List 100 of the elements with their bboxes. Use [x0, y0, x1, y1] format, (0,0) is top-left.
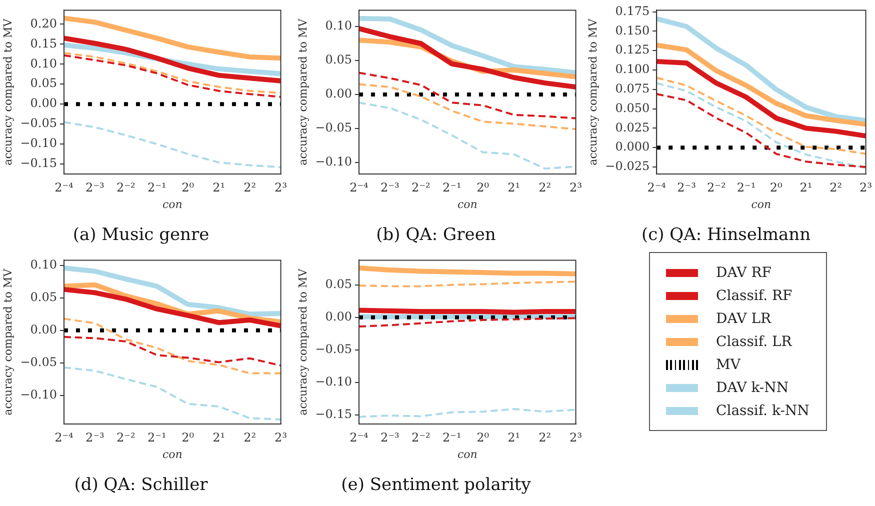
x-tick-label: 2⁰: [476, 180, 490, 194]
y-tick-label: −0.05: [20, 116, 57, 130]
y-tick-label: 0.20: [30, 16, 57, 30]
x-tick-label: 2⁻²: [116, 430, 136, 444]
line-series: [358, 408, 577, 418]
y-tick-label: 0.175: [615, 4, 650, 18]
y-tick-label: −0.15: [315, 407, 352, 422]
x-tick-label: 2³: [570, 430, 582, 444]
y-tick-label: 0.00: [30, 96, 57, 110]
x-tick-label: 2¹: [508, 430, 520, 444]
x-tick-label: 2⁰: [476, 430, 490, 444]
x-tick-label: 2²: [830, 180, 842, 194]
text: (a) Music genre: [72, 225, 210, 246]
line-series: [62, 121, 282, 168]
text: (c) QA: Hinselmann: [641, 225, 811, 246]
line-series: [358, 72, 577, 120]
x-tick-label: 2⁻³: [677, 180, 696, 194]
y-tick-label: 0.05: [30, 76, 57, 90]
x-tick-label: 2⁻¹: [148, 180, 166, 194]
x-tick-label: 2⁻⁴: [350, 430, 369, 444]
y-axis-title: accuracy compared to MV: [1, 268, 14, 416]
x-tick-label: 2⁻¹: [442, 180, 462, 194]
text: (d) QA: Schiller: [74, 475, 209, 496]
x-tick-label: 2²: [244, 430, 256, 444]
y-tick-label: 0.10: [325, 18, 352, 33]
y-tick-label: 0.00: [30, 322, 57, 337]
y-tick-label: 0.05: [30, 290, 57, 304]
y-tick-label: 0.00: [325, 310, 352, 324]
y-tick-label: −0.05: [20, 355, 57, 370]
x-tick-label: 2²: [538, 180, 552, 194]
legend-label: MV: [716, 356, 740, 372]
text: (e) Sentiment polarity: [341, 475, 532, 496]
line-series: [358, 83, 577, 130]
y-tick-label: 0.100: [615, 62, 650, 76]
x-tick-label: 2⁻²: [116, 180, 136, 194]
y-tick-label: −0.05: [315, 342, 352, 356]
y-tick-label: 0.10: [30, 56, 57, 70]
y-tick-label: 0.050: [615, 100, 650, 115]
x-tick-label: 2³: [860, 180, 872, 194]
x-tick-label: 2⁻⁴: [54, 430, 74, 444]
y-axis-title: accuracy compared to MV: [586, 18, 600, 166]
y-tick-label: 0.000: [615, 140, 650, 154]
legend-label: DAV LR: [716, 310, 772, 326]
legend-label: Classif. LR: [716, 334, 792, 350]
y-tick-label: −0.10: [20, 388, 57, 402]
line-series: [358, 317, 577, 328]
y-tick-label: −0.15: [20, 156, 57, 170]
y-tick-label: −0.025: [605, 159, 650, 174]
x-axis-title: con: [457, 198, 478, 211]
y-axis-title: accuracy compared to MV: [296, 18, 310, 166]
line-series: [656, 76, 867, 155]
y-tick-label: 0.00: [325, 86, 352, 101]
line-series: [62, 366, 282, 420]
legend-label: DAV k-NN: [716, 380, 789, 396]
y-tick-label: −0.10: [315, 154, 352, 169]
x-axis-title: con: [162, 198, 182, 211]
y-tick-label: 0.15: [30, 36, 57, 50]
x-tick-label: 2³: [274, 430, 288, 444]
y-tick-label: 0.05: [325, 277, 352, 292]
x-tick-label: 2⁻¹: [148, 430, 166, 444]
y-tick-label: −0.05: [315, 120, 352, 135]
x-tick-label: 2⁻³: [86, 180, 105, 194]
x-tick-label: 2³: [274, 180, 288, 194]
x-tick-label: 2⁻¹: [442, 430, 462, 444]
x-tick-label: 2⁻²: [412, 180, 430, 194]
x-tick-label: 2²: [538, 430, 552, 444]
x-tick-label: 2⁻³: [380, 180, 400, 194]
x-tick-label: 2⁰: [770, 180, 783, 194]
x-tick-label: 2¹: [508, 180, 520, 194]
line-series: [62, 336, 282, 366]
legend-label: Classif. k-NN: [716, 402, 810, 418]
y-axis-title: accuracy compared to MV: [1, 18, 14, 166]
x-tick-label: 2¹: [212, 180, 226, 194]
x-tick-label: 2⁰: [182, 430, 194, 444]
x-tick-label: 2⁻⁴: [54, 180, 74, 194]
x-tick-label: 2¹: [800, 180, 812, 194]
y-tick-label: 0.150: [615, 23, 650, 38]
x-tick-label: 2⁻⁴: [350, 180, 369, 194]
legend-label: Classif. RF: [716, 288, 792, 304]
legend-label: DAV RF: [716, 264, 772, 280]
y-tick-label: 0.10: [30, 258, 57, 272]
y-tick-label: −0.10: [315, 374, 352, 389]
y-tick-label: −0.10: [20, 136, 57, 150]
x-tick-label: 2⁻⁴: [647, 180, 666, 194]
x-tick-label: 2³: [570, 180, 582, 194]
x-tick-label: 2⁻³: [86, 430, 105, 444]
y-axis-title: accuracy compared to MV: [296, 268, 310, 416]
x-axis-title: con: [162, 448, 182, 461]
x-tick-label: 2⁰: [182, 180, 194, 194]
x-tick-label: 2⁻³: [380, 430, 400, 444]
x-axis-title: con: [457, 448, 478, 461]
x-tick-label: 2¹: [212, 430, 226, 444]
x-tick-label: 2⁻²: [412, 430, 430, 444]
x-axis-title: con: [751, 198, 772, 211]
y-tick-label: 0.125: [615, 42, 650, 57]
text: (b) QA: Green: [376, 225, 496, 246]
y-tick-label: 0.05: [325, 52, 352, 67]
x-tick-label: 2⁻¹: [736, 180, 756, 194]
x-tick-label: 2²: [244, 180, 256, 194]
y-tick-label: 0.075: [615, 82, 650, 96]
